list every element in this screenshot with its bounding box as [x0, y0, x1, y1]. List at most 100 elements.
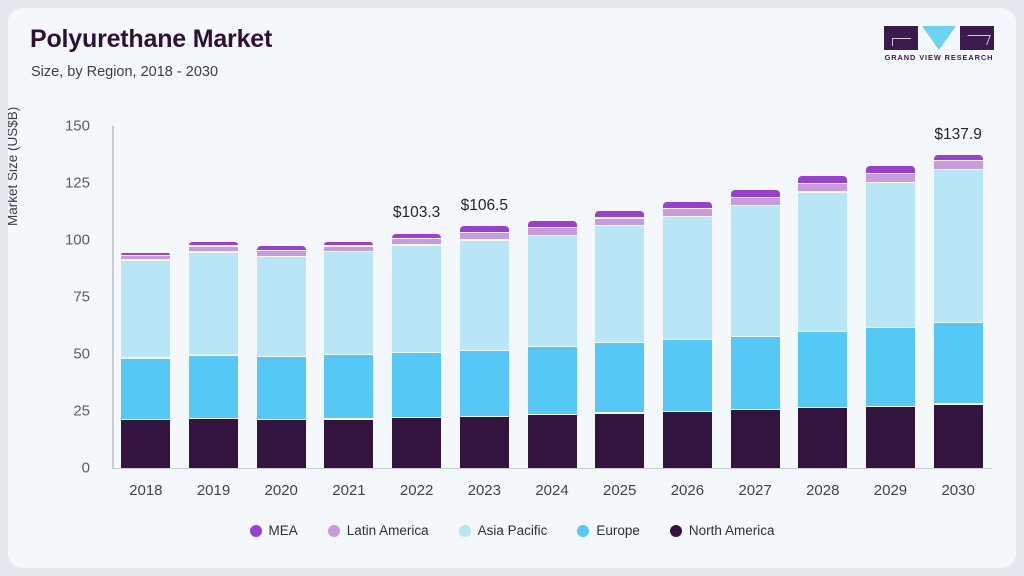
legend-item[interactable]: North America: [669, 523, 775, 538]
bar-stack: [865, 165, 915, 468]
legend-item[interactable]: MEA: [249, 523, 298, 538]
grand-view-research-logo: GRAND VIEW RESEARCH: [884, 26, 994, 66]
bar-segment[interactable]: [933, 170, 983, 323]
bar-segment[interactable]: [865, 174, 915, 182]
legend-item[interactable]: Latin America: [327, 523, 429, 538]
bar-segment[interactable]: [595, 218, 645, 226]
bar-segment[interactable]: [459, 233, 509, 240]
bar-segment[interactable]: [730, 336, 780, 409]
bar-segment[interactable]: [798, 331, 848, 407]
bar-group[interactable]: $103.3: [392, 126, 442, 468]
bar-segment[interactable]: [527, 415, 577, 468]
bar-segment[interactable]: [933, 323, 983, 404]
bar-group[interactable]: [189, 126, 239, 468]
legend-label: North America: [688, 523, 775, 538]
bar-segment[interactable]: [459, 416, 509, 468]
legend-color-swatch-icon: [577, 524, 590, 537]
bar-group[interactable]: [324, 126, 374, 468]
bar-segment[interactable]: [121, 260, 171, 358]
bar-segment[interactable]: [121, 252, 171, 255]
bar-segment[interactable]: [324, 355, 374, 419]
logo-wordmark: GRAND VIEW RESEARCH: [884, 53, 994, 62]
y-axis-tick: 150: [64, 117, 90, 135]
bar-segment[interactable]: [662, 209, 712, 217]
bar-segment[interactable]: [527, 347, 577, 414]
bar-group[interactable]: [121, 126, 171, 468]
bar-segment[interactable]: [662, 201, 712, 209]
bar-stack: [324, 240, 374, 468]
bar-segment[interactable]: [527, 228, 577, 235]
bar-segment[interactable]: [933, 404, 983, 468]
bar-segment[interactable]: [256, 420, 306, 468]
bar-segment[interactable]: [798, 408, 848, 468]
bar-segment[interactable]: [865, 182, 915, 327]
bar-segment[interactable]: [392, 245, 442, 352]
bar-segment[interactable]: [459, 240, 509, 351]
x-axis-tick-label: 2021: [332, 482, 366, 499]
x-axis-line: [112, 467, 992, 469]
bar-segment[interactable]: [392, 233, 442, 238]
bar-group[interactable]: [256, 126, 306, 468]
bar-segment[interactable]: [324, 419, 374, 468]
bar-group[interactable]: [730, 126, 780, 468]
bar-segment[interactable]: [392, 353, 442, 417]
page-subtitle: Size, by Region, 2018 - 2030: [31, 64, 219, 80]
bar-group[interactable]: [527, 126, 577, 468]
bar-segment[interactable]: [189, 246, 239, 252]
bar-segment[interactable]: [730, 190, 780, 197]
x-axis-labels: 2018 2019 2020 2021 2022 2023 2024 2025 2026 2027…: [112, 482, 992, 506]
bar-segment[interactable]: [459, 226, 509, 233]
bar-segment[interactable]: [256, 256, 306, 356]
y-axis-tick: 50: [73, 345, 90, 363]
bar-segment[interactable]: [730, 409, 780, 468]
legend-item[interactable]: Asia Pacific: [458, 523, 547, 538]
bar-segment[interactable]: [865, 166, 915, 174]
bar-group[interactable]: [595, 126, 645, 468]
bar-segment[interactable]: [256, 357, 306, 419]
bar-group[interactable]: [798, 126, 848, 468]
bar-segment[interactable]: [865, 406, 915, 468]
bar-segment[interactable]: [933, 161, 983, 169]
bar-segment[interactable]: [595, 226, 645, 343]
bar-segment[interactable]: [527, 221, 577, 228]
bar-group[interactable]: [865, 126, 915, 468]
bar-segment[interactable]: [865, 327, 915, 406]
bar-segment[interactable]: [730, 197, 780, 205]
bar-segment[interactable]: [324, 246, 374, 251]
y-axis-ticks: 0 25 50 75 100 125 150: [8, 118, 104, 477]
logo-v-triangle-icon: [922, 26, 956, 50]
bar-segment[interactable]: [121, 358, 171, 419]
bar-segment[interactable]: [189, 242, 239, 246]
bar-segment[interactable]: [798, 184, 848, 192]
bar-segment[interactable]: [798, 176, 848, 184]
bar-segment[interactable]: [595, 211, 645, 218]
bar-segment[interactable]: [121, 256, 171, 260]
bar-group[interactable]: $106.5: [459, 126, 509, 468]
legend-color-swatch-icon: [249, 524, 262, 537]
bar-segment[interactable]: [324, 241, 374, 246]
bar-stack: [527, 220, 577, 468]
bar-segment[interactable]: [189, 419, 239, 468]
bar-segment[interactable]: [189, 252, 239, 355]
bar-segment[interactable]: [798, 192, 848, 331]
bar-group[interactable]: [662, 126, 712, 468]
bar-segment[interactable]: [392, 239, 442, 245]
bar-segment[interactable]: [933, 154, 983, 160]
bar-segment[interactable]: [256, 250, 306, 256]
bar-segment[interactable]: [662, 217, 712, 339]
bar-segment[interactable]: [459, 351, 509, 416]
bar-segment[interactable]: [730, 206, 780, 336]
bar-segment[interactable]: [392, 417, 442, 468]
bar-segment[interactable]: [662, 339, 712, 411]
bar-segment[interactable]: [527, 235, 577, 347]
bar-group[interactable]: $137.9: [933, 126, 983, 468]
bar-segment[interactable]: [662, 411, 712, 468]
x-axis-tick-label: 2022: [399, 482, 434, 499]
bar-segment[interactable]: [595, 343, 645, 413]
bar-segment[interactable]: [595, 413, 645, 468]
legend-item[interactable]: Europe: [577, 523, 640, 538]
bar-segment[interactable]: [324, 252, 374, 354]
bar-segment[interactable]: [121, 419, 171, 468]
bar-segment[interactable]: [189, 355, 239, 419]
bar-segment[interactable]: [256, 246, 306, 250]
